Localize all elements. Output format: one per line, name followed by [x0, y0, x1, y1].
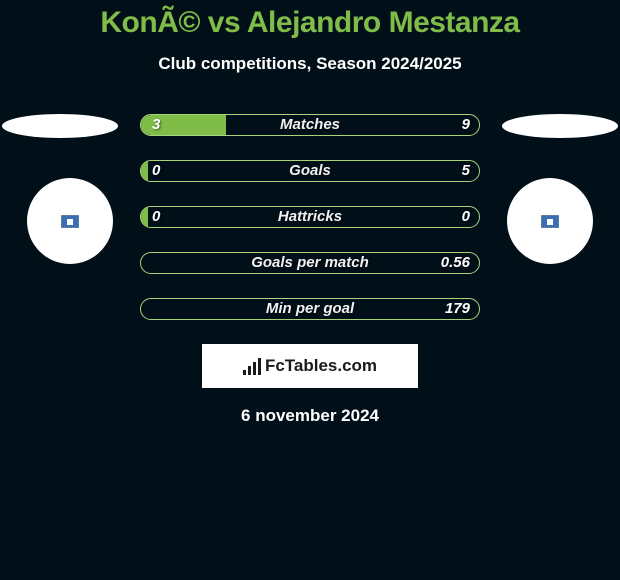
stat-row: 3 Matches 9	[140, 114, 480, 136]
stat-label: Goals per match	[140, 252, 480, 274]
flag-icon	[61, 215, 79, 228]
comparison-chart: 3 Matches 9 0 Goals 5 0 Hattricks 0 Goal	[0, 114, 620, 426]
player-left-emblem	[27, 178, 113, 264]
player-right-emblem	[507, 178, 593, 264]
subtitle: Club competitions, Season 2024/2025	[0, 54, 620, 74]
logo-label: FcTables.com	[265, 356, 377, 376]
date-text: 6 november 2024	[0, 406, 620, 426]
stats-bars: 3 Matches 9 0 Goals 5 0 Hattricks 0 Goal	[140, 114, 480, 320]
stat-right-value: 0.56	[441, 252, 470, 274]
stat-label: Goals	[140, 160, 480, 182]
stat-right-value: 5	[462, 160, 470, 182]
stat-row: Min per goal 179	[140, 298, 480, 320]
player-right-shape	[502, 114, 618, 138]
stat-label: Matches	[140, 114, 480, 136]
stat-right-value: 179	[445, 298, 470, 320]
stat-row: Goals per match 0.56	[140, 252, 480, 274]
stat-row: 0 Goals 5	[140, 160, 480, 182]
stat-row: 0 Hattricks 0	[140, 206, 480, 228]
stat-right-value: 0	[462, 206, 470, 228]
flag-icon	[541, 215, 559, 228]
logo-box: FcTables.com	[202, 344, 418, 388]
logo-bars-icon	[243, 357, 261, 375]
stat-label: Min per goal	[140, 298, 480, 320]
player-left-shape	[2, 114, 118, 138]
stat-right-value: 9	[462, 114, 470, 136]
page-title: KonÃ© vs Alejandro Mestanza	[0, 0, 620, 40]
stat-label: Hattricks	[140, 206, 480, 228]
logo: FcTables.com	[243, 356, 377, 376]
